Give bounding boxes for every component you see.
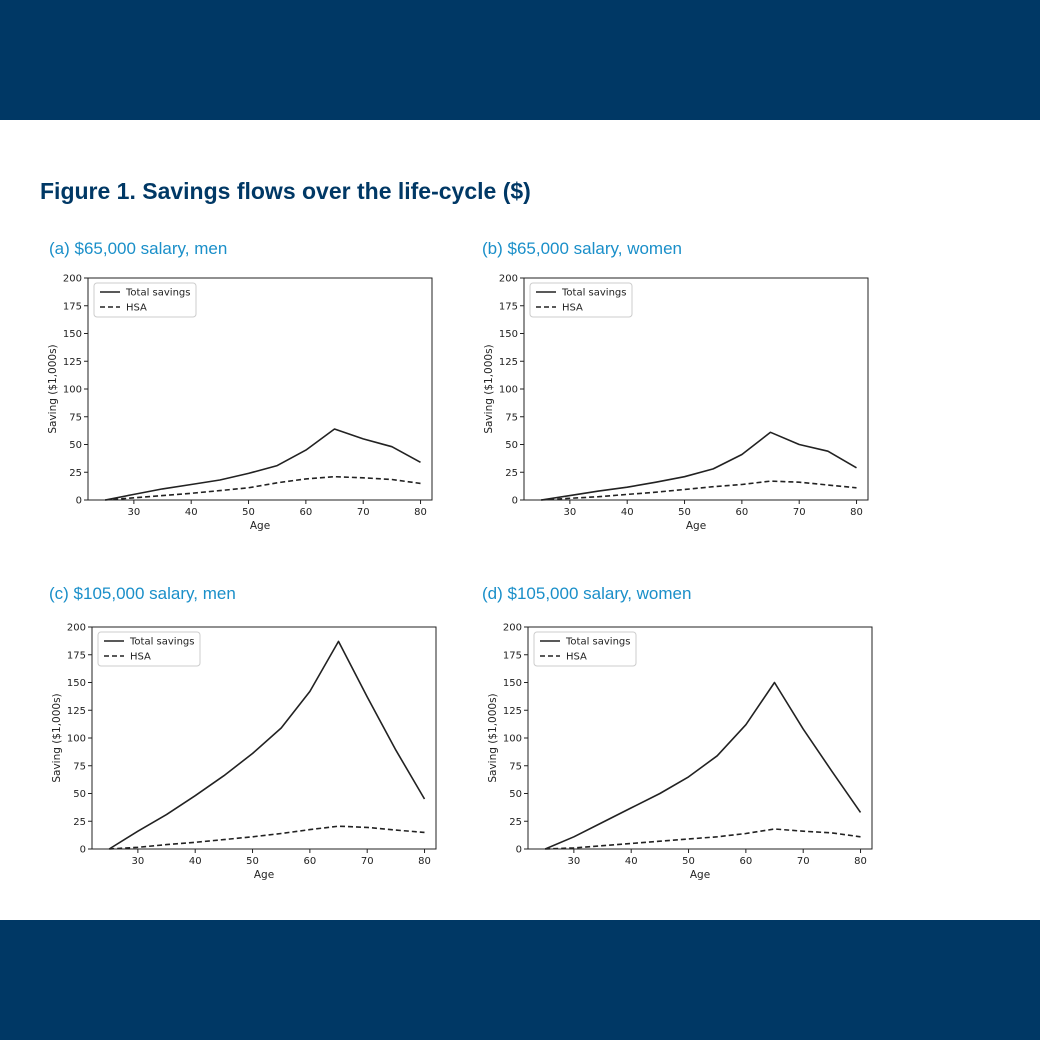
- total-savings-line: [541, 431, 857, 501]
- x-tick-label: 70: [357, 507, 370, 518]
- y-tick-label: 150: [67, 678, 86, 689]
- hsa-line: [109, 825, 425, 850]
- x-tick-label: 70: [797, 856, 810, 867]
- y-tick-label: 100: [67, 734, 86, 745]
- y-tick-label: 0: [76, 496, 82, 507]
- x-tick-label: 30: [567, 856, 580, 867]
- x-tick-label: 30: [131, 856, 144, 867]
- y-tick-label: 200: [499, 274, 518, 285]
- y-tick-label: 75: [69, 412, 82, 423]
- y-tick-label: 75: [509, 761, 522, 772]
- x-tick-label: 80: [418, 856, 431, 867]
- x-tick-label: 50: [246, 856, 259, 867]
- x-tick-label: 50: [242, 507, 255, 518]
- legend-label: Total savings: [561, 288, 626, 299]
- y-tick-label: 150: [503, 678, 522, 689]
- y-tick-label: 50: [73, 789, 86, 800]
- y-tick-label: 75: [73, 761, 86, 772]
- header-band: [0, 0, 1040, 120]
- x-tick-label: 50: [682, 856, 695, 867]
- panel-title-c: (c) $105,000 salary, men: [49, 584, 236, 603]
- x-tick-label: 60: [739, 856, 752, 867]
- y-axis-label: Saving ($1,000s): [47, 344, 59, 433]
- y-tick-label: 150: [63, 329, 82, 340]
- x-tick-label: 40: [189, 856, 202, 867]
- y-tick-label: 200: [503, 623, 522, 634]
- x-tick-label: 40: [185, 507, 198, 518]
- legend-label: Total savings: [565, 637, 630, 648]
- y-tick-label: 175: [503, 650, 522, 661]
- hsa-line: [541, 480, 857, 501]
- x-tick-label: 80: [854, 856, 867, 867]
- y-tick-label: 0: [80, 845, 86, 856]
- y-tick-label: 100: [63, 385, 82, 396]
- y-tick-label: 125: [499, 357, 518, 368]
- x-tick-label: 80: [850, 507, 863, 518]
- y-tick-label: 175: [67, 650, 86, 661]
- x-tick-label: 80: [414, 507, 427, 518]
- y-tick-label: 200: [67, 623, 86, 634]
- y-axis-label: Saving ($1,000s): [487, 693, 499, 782]
- panel-title-b: (b) $65,000 salary, women: [482, 239, 683, 258]
- y-tick-label: 0: [516, 845, 522, 856]
- x-tick-label: 30: [127, 507, 140, 518]
- x-tick-label: 30: [563, 507, 576, 518]
- x-tick-label: 60: [303, 856, 316, 867]
- x-tick-label: 70: [793, 507, 806, 518]
- legend-label: HSA: [566, 652, 587, 663]
- y-tick-label: 50: [509, 789, 522, 800]
- y-axis-label: Saving ($1,000s): [51, 693, 63, 782]
- y-tick-label: 25: [505, 468, 518, 479]
- hsa-line: [545, 828, 861, 850]
- x-axis-label: Age: [250, 520, 270, 532]
- total-savings-line: [108, 640, 426, 850]
- y-tick-label: 25: [69, 468, 82, 479]
- y-tick-label: 125: [63, 357, 82, 368]
- y-tick-label: 75: [505, 412, 518, 423]
- x-tick-label: 40: [621, 507, 634, 518]
- y-tick-label: 50: [505, 440, 518, 451]
- figure-title: Figure 1. Savings flows over the life-cy…: [40, 178, 531, 204]
- legend-label: Total savings: [129, 637, 194, 648]
- y-tick-label: 100: [499, 385, 518, 396]
- y-tick-label: 175: [63, 301, 82, 312]
- legend-label: HSA: [130, 652, 151, 663]
- y-tick-label: 50: [69, 440, 82, 451]
- y-tick-label: 100: [503, 734, 522, 745]
- legend-label: HSA: [126, 303, 147, 314]
- x-tick-label: 70: [361, 856, 374, 867]
- y-tick-label: 125: [503, 706, 522, 717]
- x-tick-label: 60: [299, 507, 312, 518]
- y-tick-label: 0: [512, 496, 518, 507]
- footer-band: [0, 920, 1040, 1040]
- y-tick-label: 150: [499, 329, 518, 340]
- x-axis-label: Age: [686, 520, 706, 532]
- x-tick-label: 50: [678, 507, 691, 518]
- y-tick-label: 200: [63, 274, 82, 285]
- x-tick-label: 60: [735, 507, 748, 518]
- hsa-line: [105, 475, 421, 501]
- y-tick-label: 25: [73, 817, 86, 828]
- total-savings-line: [544, 681, 862, 850]
- panel-title-d: (d) $105,000 salary, women: [482, 584, 692, 603]
- legend-label: Total savings: [125, 288, 190, 299]
- y-tick-label: 25: [509, 817, 522, 828]
- y-axis-label: Saving ($1,000s): [483, 344, 495, 433]
- x-axis-label: Age: [254, 869, 274, 881]
- x-axis-label: Age: [690, 869, 710, 881]
- legend-label: HSA: [562, 303, 583, 314]
- panel-title-a: (a) $65,000 salary, men: [49, 239, 228, 258]
- total-savings-line: [105, 428, 421, 501]
- y-tick-label: 175: [499, 301, 518, 312]
- y-tick-label: 125: [67, 706, 86, 717]
- x-tick-label: 40: [625, 856, 638, 867]
